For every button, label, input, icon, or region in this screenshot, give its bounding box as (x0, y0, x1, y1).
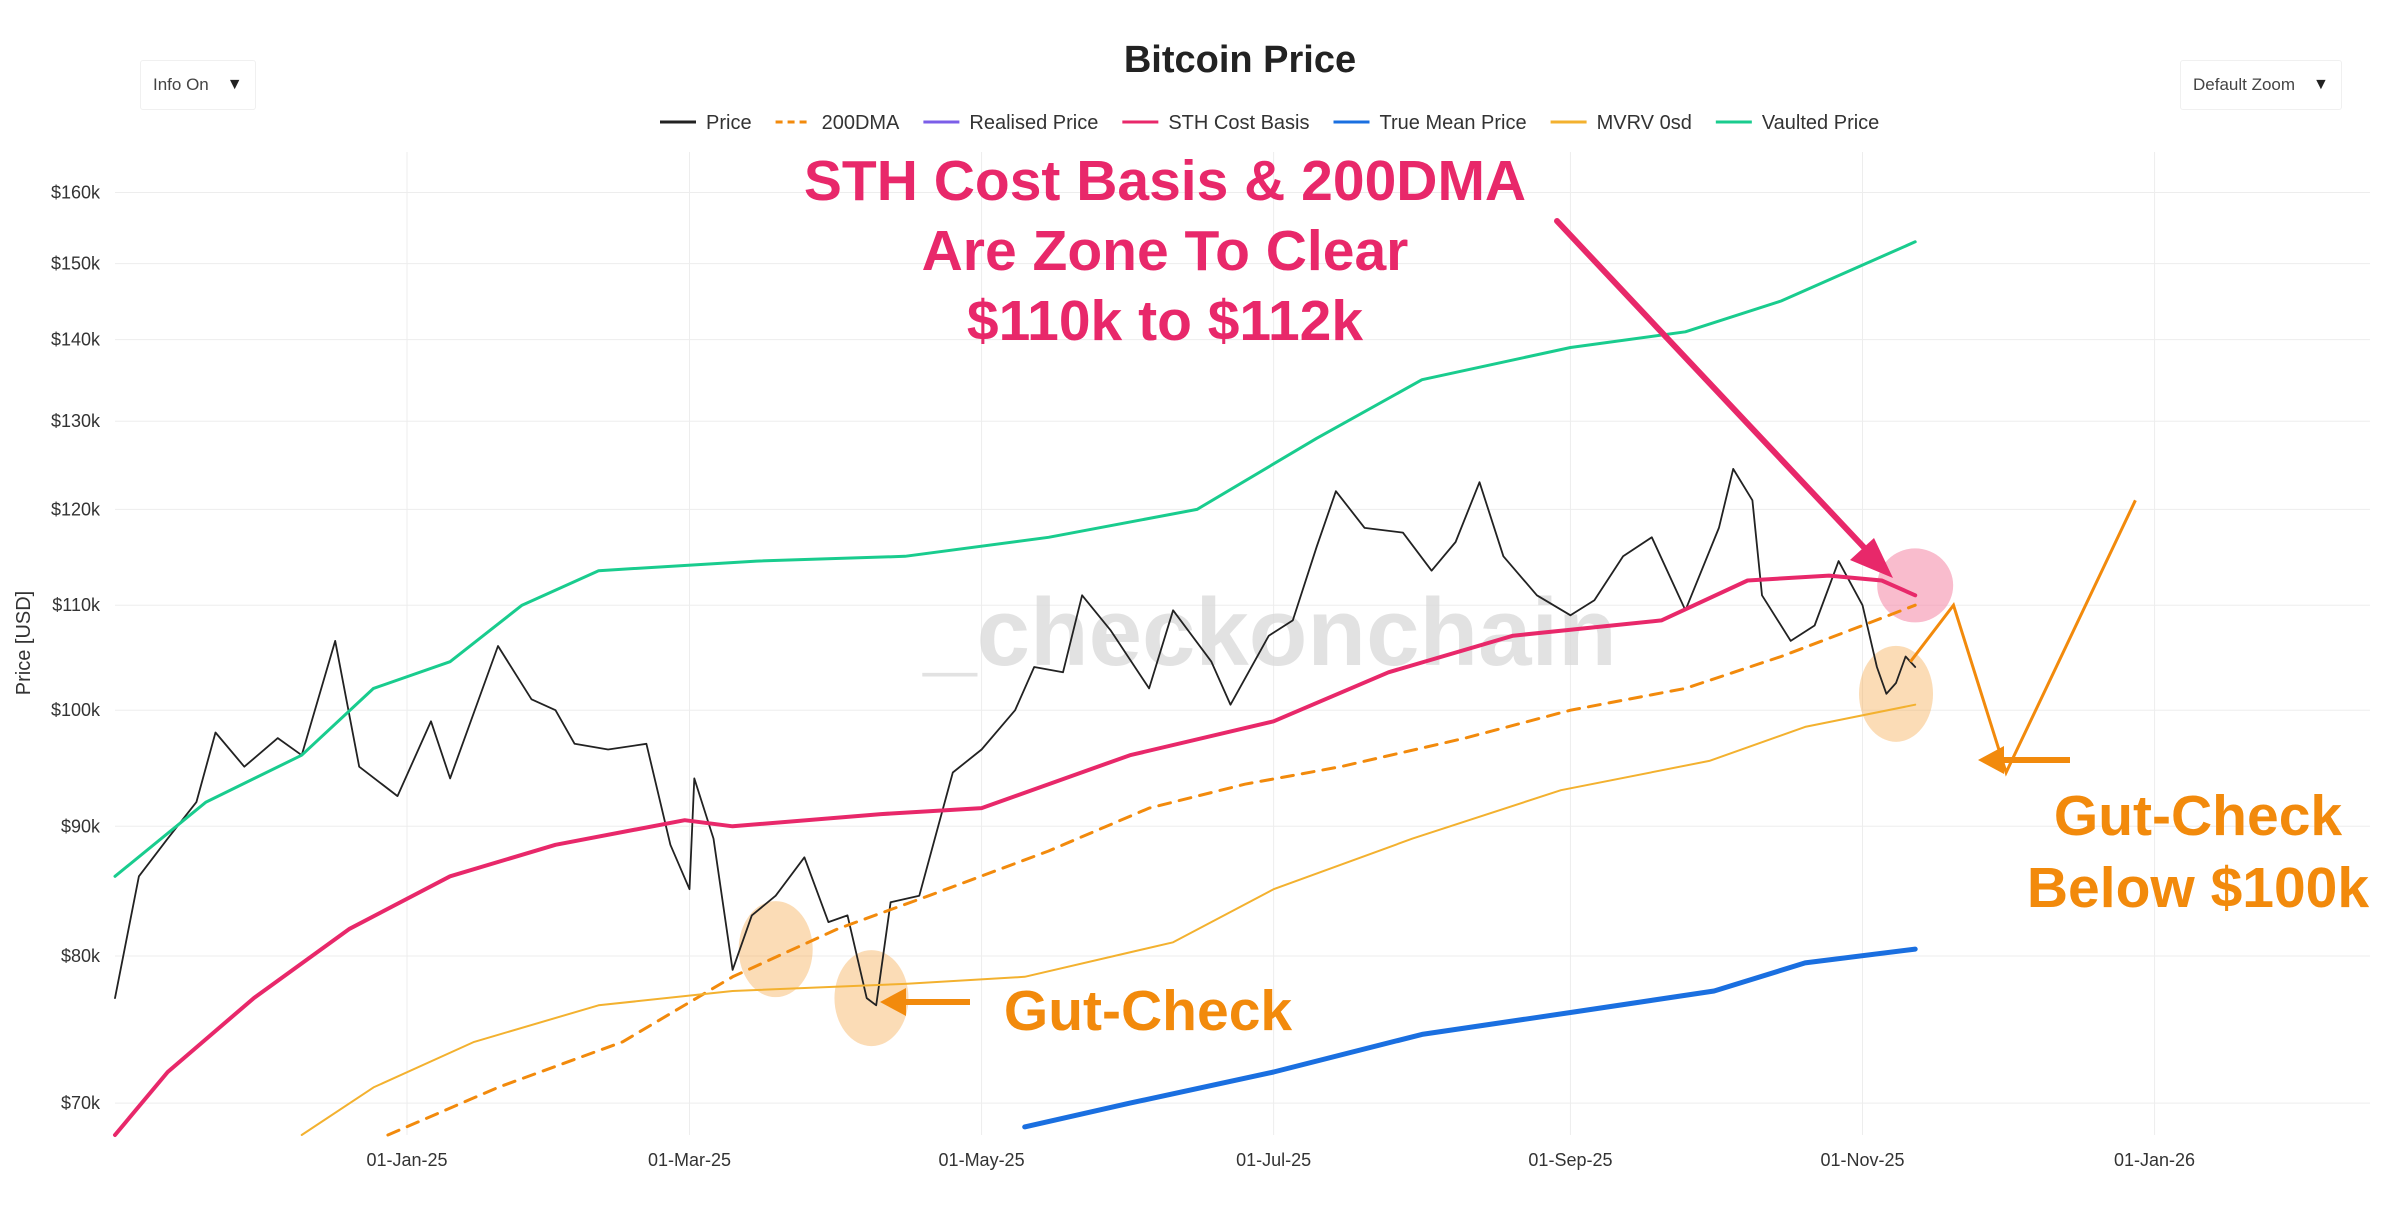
highlight-marker (738, 901, 813, 998)
legend-label: STH Cost Basis (1168, 112, 1309, 134)
gut-check-left-arrow-head (880, 988, 906, 1016)
sth-arrow-shaft (1554, 218, 1876, 560)
legend-label: Realised Price (969, 112, 1098, 134)
chart-title: Bitcoin Price (1124, 39, 1356, 81)
legend-label: MVRV 0sd (1597, 112, 1692, 134)
annotation-text: Gut-Check (2054, 784, 2343, 848)
annotation-text: STH Cost Basis & 200DMA (804, 149, 1526, 213)
legend-item[interactable]: True Mean Price (1333, 112, 1527, 134)
annotation-text: Gut-Check (1004, 979, 1293, 1043)
legend: Price 200DMA Realised Price STH Cost Basis T… (660, 112, 1879, 134)
series-line-vaulted-price (113, 240, 1917, 878)
legend-item[interactable]: STH Cost Basis (1122, 112, 1310, 134)
legend-item[interactable]: MVRV 0sd (1550, 112, 1692, 134)
y-tick-label: $90k (61, 816, 101, 836)
y-axis-label: Price [USD] (13, 591, 35, 695)
y-tick-label: $160k (51, 183, 101, 203)
annotation-text: $110k to $112k (967, 289, 1363, 353)
series-line-price (114, 468, 1917, 1007)
y-tick-label: $140k (51, 330, 101, 350)
y-tick-label: $130k (51, 411, 101, 431)
series-line-sth-cost-basis (113, 573, 1918, 1137)
zoom-select-label: Default Zoom (2193, 75, 2296, 94)
x-tick-label: 01-Nov-25 (1820, 1150, 1904, 1170)
y-tick-label: $110k (52, 595, 101, 615)
x-tick-label: 01-Jan-26 (2114, 1150, 2195, 1170)
legend-label: True Mean Price (1380, 112, 1527, 134)
highlight-marker (1877, 548, 1954, 623)
zoom-select[interactable]: Default Zoom ▼ (2180, 60, 2342, 110)
x-tick-label: 01-Mar-25 (648, 1150, 731, 1170)
series-line-mvrv-0sd (300, 703, 1917, 1136)
chevron-down-icon: ▼ (2313, 76, 2329, 93)
annotation-text: Are Zone To Clear (922, 219, 1409, 283)
annotation-gut-check-right: Gut-Check Below $100k (2027, 784, 2369, 920)
legend-label: Vaulted Price (1762, 112, 1879, 134)
watermark: _checkonchain (922, 579, 1617, 686)
annotation-gut-check-left: Gut-Check (1004, 979, 1293, 1043)
x-tick-label: 01-May-25 (939, 1150, 1025, 1170)
annotation-text: Below $100k (2027, 856, 2369, 920)
legend-item[interactable]: Realised Price (923, 112, 1098, 134)
legend-item[interactable]: Vaulted Price (1715, 112, 1879, 134)
x-tick-label: 01-Jul-25 (1236, 1150, 1311, 1170)
gut-check-right-arrow-head (1978, 746, 2004, 774)
projection-path (1909, 499, 2137, 777)
sth-arrow-head (1850, 538, 1893, 578)
y-tick-label: $100k (51, 700, 101, 720)
series-line-true-mean-price (1022, 946, 1918, 1130)
series-line-200dma (386, 603, 1917, 1137)
y-tick-label: $80k (61, 946, 101, 966)
legend-item[interactable]: 200DMA (775, 112, 900, 134)
y-tick-label: $70k (61, 1093, 101, 1113)
x-tick-label: 01-Sep-25 (1528, 1150, 1612, 1170)
x-tick-label: 01-Jan-25 (367, 1150, 448, 1170)
grid (115, 152, 2370, 1135)
highlight-marker (834, 950, 909, 1047)
legend-label: Price (706, 112, 752, 134)
chevron-down-icon: ▼ (226, 76, 243, 93)
legend-item[interactable]: Price (660, 112, 752, 134)
info-toggle-label: Info On (153, 75, 209, 94)
highlight-marker (1859, 645, 1934, 742)
annotation-arrows (880, 218, 2070, 1016)
legend-label: 200DMA (822, 112, 900, 134)
y-tick-label: $120k (51, 499, 101, 519)
y-tick-label: $150k (51, 254, 101, 274)
info-toggle-select[interactable]: Info On ▼ (140, 60, 256, 110)
